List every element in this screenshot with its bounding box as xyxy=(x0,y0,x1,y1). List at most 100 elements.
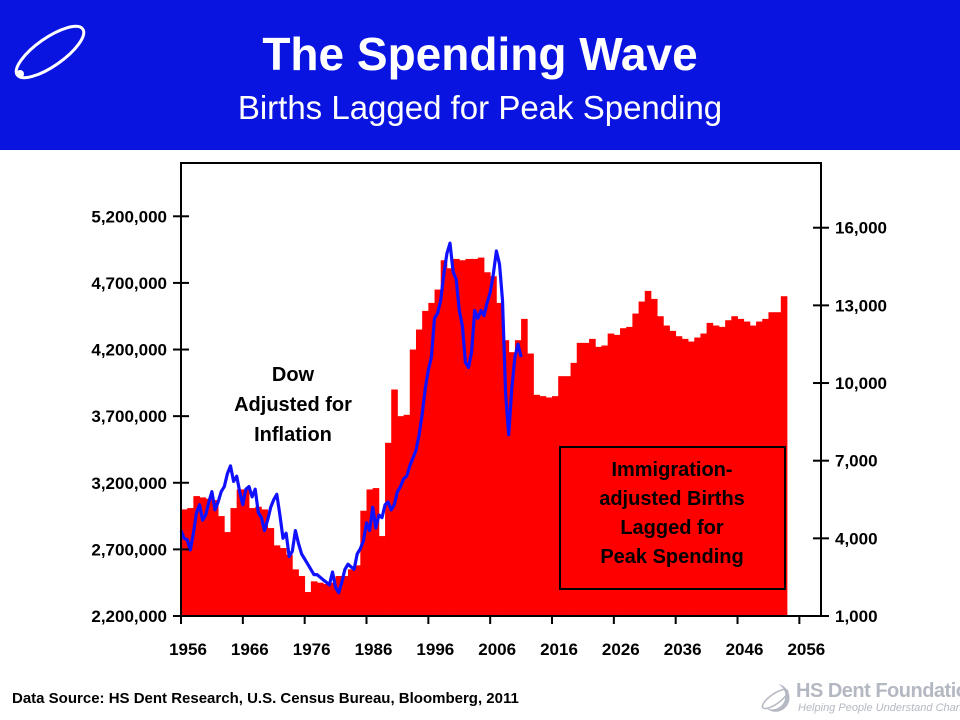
x-tick-label: 1956 xyxy=(169,640,207,659)
x-tick-label: 2016 xyxy=(540,640,578,659)
x-tick-label: 1996 xyxy=(416,640,454,659)
x-tick-label: 2056 xyxy=(787,640,825,659)
bar xyxy=(218,516,225,616)
bar xyxy=(323,584,330,616)
births-annotation-line: Immigration- xyxy=(611,459,732,481)
bar xyxy=(366,489,374,616)
bar xyxy=(304,592,312,616)
bar xyxy=(415,329,423,616)
bar xyxy=(286,554,293,616)
dow-line xyxy=(179,241,523,595)
bar xyxy=(440,260,448,616)
left-tick-label: 2,200,000 xyxy=(91,607,167,626)
bar xyxy=(397,416,405,616)
bar xyxy=(422,310,429,616)
spending-wave-chart: 2,200,000 2,700,000 3,200,000 3,700,000 4,20… xyxy=(91,162,887,659)
bar xyxy=(521,318,528,616)
left-tick-label: 3,200,000 xyxy=(91,474,167,493)
bar xyxy=(261,509,268,616)
bar xyxy=(249,508,256,616)
x-tick-label: 2026 xyxy=(602,640,640,659)
data-source-note: Data Source: HS Dent Research, U.S. Cens… xyxy=(12,690,519,707)
left-tick-label: 4,700,000 xyxy=(91,274,167,293)
right-tick-label: 4,000 xyxy=(835,529,878,548)
births-annotation: Immigration-adjusted Births Lagged for Pea… xyxy=(559,446,786,590)
dow-annotation-line: Inflation xyxy=(254,424,332,446)
bar xyxy=(347,569,355,616)
right-tick-label: 7,000 xyxy=(835,452,878,471)
left-axis: 2,200,000 2,700,000 3,200,000 3,700,000 4,20… xyxy=(91,207,189,626)
dow-annotation-line: Adjusted for xyxy=(234,394,352,416)
bar xyxy=(527,353,534,616)
bar xyxy=(329,582,336,616)
bar xyxy=(471,258,479,616)
bar xyxy=(267,528,275,616)
right-tick-label: 16,000 xyxy=(835,219,887,238)
left-tick-label: 4,200,000 xyxy=(91,341,167,360)
bar xyxy=(514,340,522,616)
left-tick-label: 2,700,000 xyxy=(91,540,167,559)
bar xyxy=(533,394,541,616)
right-tick-label: 10,000 xyxy=(835,374,887,393)
brand-name: HS Dent Foundation xyxy=(796,680,960,702)
bar xyxy=(360,510,367,616)
brand-tagline: Helping People Understand Change xyxy=(798,702,960,714)
bar xyxy=(428,302,435,616)
bar xyxy=(552,396,559,616)
births-annotation-box xyxy=(559,446,786,590)
header-banner: The Spending Wave Births Lagged for Peak… xyxy=(0,0,960,150)
births-annotation-line: Peak Spending xyxy=(600,546,743,568)
x-tick-label: 2006 xyxy=(478,640,516,659)
bar xyxy=(403,414,411,616)
bar xyxy=(230,508,238,616)
bar xyxy=(385,442,392,616)
bar xyxy=(372,488,380,616)
bar xyxy=(434,289,442,616)
bar xyxy=(465,258,473,616)
dow-annotation: Dow Adjusted for Inflation xyxy=(234,364,352,446)
x-tick-label: 1986 xyxy=(355,640,393,659)
bar xyxy=(496,302,503,616)
bar xyxy=(409,349,417,616)
plot-frame xyxy=(180,162,822,617)
bar xyxy=(508,352,516,616)
bar xyxy=(378,536,386,616)
x-axis: 1956 1966 1976 1986 1996 2006 2016 2026 2036 2046… xyxy=(169,616,825,659)
dow-annotation-line: Dow xyxy=(272,364,315,386)
circle-swoosh-logo-icon xyxy=(14,12,86,80)
bar xyxy=(477,257,485,616)
bar xyxy=(273,545,281,616)
births-annotation-line: adjusted Births xyxy=(599,488,745,510)
bar xyxy=(199,497,207,616)
bar xyxy=(187,508,194,616)
bar xyxy=(298,576,306,616)
bar xyxy=(205,498,213,616)
births-annotation-line: Lagged for xyxy=(620,517,724,539)
bar xyxy=(242,489,250,616)
bar xyxy=(317,582,324,616)
bar xyxy=(545,397,553,616)
hs-dent-logo-icon xyxy=(761,684,790,712)
bar xyxy=(211,500,219,616)
bar xyxy=(292,569,299,616)
right-axis: 1,000 4,000 7,000 10,000 13,000 16,000 xyxy=(813,219,887,626)
bar xyxy=(335,576,343,616)
bar xyxy=(224,532,231,616)
bar xyxy=(459,260,466,616)
bar xyxy=(502,340,510,616)
bar xyxy=(539,396,547,616)
bar xyxy=(279,548,287,616)
page-subtitle: Births Lagged for Peak Spending xyxy=(237,89,723,126)
bar xyxy=(453,258,460,616)
x-tick-label: 2036 xyxy=(664,640,702,659)
bar xyxy=(490,276,497,616)
bar xyxy=(310,581,318,616)
bar xyxy=(341,576,349,616)
bar xyxy=(236,489,244,616)
bar xyxy=(193,496,200,616)
left-tick-label: 3,700,000 xyxy=(91,407,167,426)
bar xyxy=(446,268,454,616)
bar xyxy=(255,506,262,616)
x-tick-label: 1966 xyxy=(231,640,269,659)
bar xyxy=(354,565,361,616)
